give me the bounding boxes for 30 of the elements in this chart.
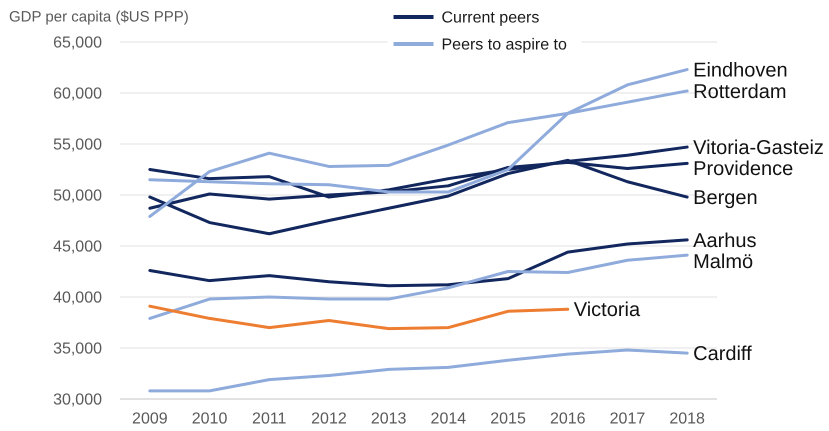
x-tick-label: 2018 [669, 410, 706, 428]
series-label: Aarhus [693, 230, 757, 252]
y-tick-label: 65,000 [53, 34, 102, 52]
x-tick-label: 2015 [490, 410, 526, 428]
y-tick-label: 35,000 [53, 340, 102, 358]
series-label: Providence [693, 158, 794, 180]
y-tick-label: 45,000 [53, 238, 102, 256]
series-label: Malmö [693, 250, 754, 273]
x-tick-label: 2011 [252, 410, 287, 428]
series-label: Rotterdam [693, 80, 787, 103]
y-tick-label: 55,000 [53, 136, 102, 154]
series-label: Cardiff [693, 343, 752, 366]
x-tick-label: 2012 [311, 410, 347, 428]
y-axis-title: GDP per capita ($US PPP) [9, 8, 189, 26]
x-tick-label: 2013 [370, 410, 407, 428]
x-tick-label: 2014 [430, 410, 466, 428]
y-tick-label: 60,000 [53, 86, 102, 103]
x-tick-label: 2009 [132, 410, 168, 428]
x-tick-label: 2010 [192, 410, 228, 428]
series-label: Vitoria-Gasteiz [693, 137, 824, 160]
series-label: Victoria [574, 299, 641, 322]
x-tick-label: 2016 [550, 410, 586, 428]
series-label: Eindhoven [693, 60, 788, 82]
text: Current peers [442, 10, 540, 27]
y-tick-label: 30,000 [53, 392, 102, 409]
annotation: Peers to aspire to [442, 36, 567, 54]
y-tick-label: 40,000 [53, 290, 102, 307]
y-tick-label: 50,000 [53, 188, 102, 205]
series-label: Bergen [693, 187, 758, 210]
x-tick-label: 2017 [610, 410, 646, 428]
